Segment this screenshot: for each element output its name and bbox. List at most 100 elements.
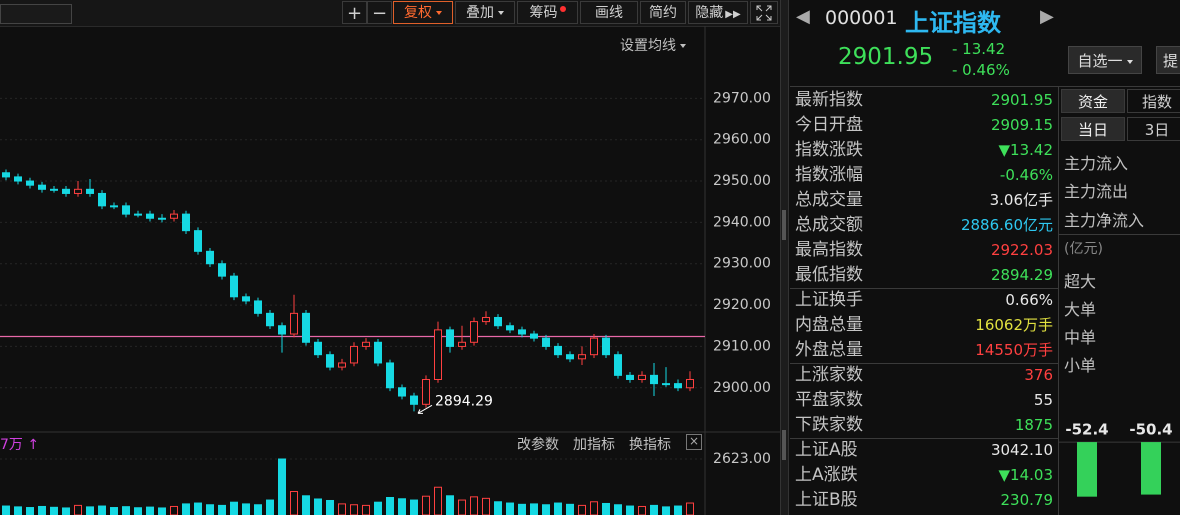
draw-button[interactable]: 画线 xyxy=(580,1,638,24)
stat-row: 总成交量 3.06亿手 xyxy=(795,188,1053,213)
candle-body xyxy=(590,337,598,356)
y-tick-label: 2900.00 xyxy=(713,380,771,396)
alert-button[interactable]: 提 xyxy=(1156,46,1180,74)
stat-value: 14550万手 xyxy=(975,341,1053,359)
close-indicator-button[interactable]: × xyxy=(686,434,702,450)
zoom-out-button[interactable]: − xyxy=(367,1,392,24)
stat-label: 上涨家数 xyxy=(795,365,863,385)
stat-label: 外盘总量 xyxy=(795,340,863,360)
ma-setting-label: 设置均线 xyxy=(620,38,676,54)
candle-body xyxy=(362,341,370,347)
volume-bar xyxy=(422,495,430,515)
volume-bar xyxy=(62,507,70,515)
zoom-in-button[interactable]: + xyxy=(342,1,367,24)
stat-label: 最高指数 xyxy=(795,240,863,260)
candle-body xyxy=(230,275,238,298)
volume-bar xyxy=(122,506,130,515)
hide-button[interactable]: 隐藏 ▶▶ xyxy=(688,1,748,24)
three-day-tab[interactable]: 3日 xyxy=(1127,117,1180,141)
stock-name: 上证指数 xyxy=(905,9,1001,37)
stat-label: 最新指数 xyxy=(795,90,863,110)
stat-row: 总成交额 2886.60亿元 xyxy=(795,213,1053,238)
stat-row: 今日开盘 2909.15 xyxy=(795,113,1053,138)
overlay-button[interactable]: 叠加 xyxy=(455,1,515,24)
candle-body xyxy=(494,316,502,327)
add-indicator-button[interactable]: 加指标 xyxy=(573,437,615,453)
candle-body xyxy=(398,387,406,397)
volume-bar xyxy=(194,502,202,515)
candle-body xyxy=(602,337,610,356)
candle-body xyxy=(266,312,274,327)
param-button[interactable]: 改参数 xyxy=(517,437,559,453)
ma-setting[interactable]: 设置均线 xyxy=(620,35,686,55)
fund-tab[interactable]: 资金 xyxy=(1061,89,1125,113)
candle-body xyxy=(122,205,130,215)
volume-bar xyxy=(410,499,418,515)
stat-value: ▼14.03 xyxy=(998,466,1053,484)
stat-row: 下跌家数 1875 xyxy=(795,413,1053,438)
candle-body xyxy=(38,184,46,190)
stat-row: 上A涨跌 ▼14.03 xyxy=(795,463,1053,488)
simple-button[interactable]: 简约 xyxy=(640,1,686,24)
candle-body xyxy=(170,213,178,219)
splitter-handle[interactable] xyxy=(782,210,786,240)
index-tab[interactable]: 指数 xyxy=(1127,89,1180,113)
candle-body xyxy=(686,378,694,389)
stat-value: 3.06亿手 xyxy=(989,191,1053,209)
volume-bar xyxy=(566,503,574,515)
restore-right-button[interactable]: 复权 xyxy=(393,1,453,24)
stat-value: -0.46% xyxy=(999,166,1053,184)
expand-icon xyxy=(756,5,772,21)
candle-body xyxy=(62,188,70,194)
stat-label: 上证A股 xyxy=(795,440,858,460)
candle-body xyxy=(506,325,514,331)
volume-bar xyxy=(242,503,250,515)
candle-body xyxy=(410,395,418,405)
stat-value: 2922.03 xyxy=(990,241,1053,259)
candle-body xyxy=(338,362,346,368)
stat-label: 下跌家数 xyxy=(795,415,863,435)
candle-body xyxy=(26,180,34,186)
volume-bar xyxy=(218,504,226,515)
volume-bar xyxy=(2,505,10,515)
prev-arrow[interactable]: ◀ xyxy=(796,6,810,27)
volume-bar xyxy=(446,495,454,515)
watchlist-button[interactable]: 自选一 xyxy=(1068,46,1142,74)
candle-body xyxy=(290,312,298,335)
volume-bar xyxy=(506,502,514,515)
stat-value: 3042.10 xyxy=(990,441,1053,459)
size-label: 超大 xyxy=(1064,272,1097,291)
stat-label: 今日开盘 xyxy=(795,115,863,135)
volume-bar xyxy=(86,506,94,515)
chips-button[interactable]: 筹码 xyxy=(517,1,578,24)
expand-button[interactable] xyxy=(750,1,778,24)
volume-bar xyxy=(134,507,142,515)
annotation: 2894.29 xyxy=(435,393,493,409)
change-indicator-button[interactable]: 换指标 xyxy=(629,437,671,453)
volume-bar xyxy=(638,505,646,515)
splitter-handle[interactable] xyxy=(782,430,786,460)
y-tick-label: 2940.00 xyxy=(713,214,771,230)
stat-value: 230.79 xyxy=(1000,491,1054,509)
row-divider xyxy=(790,438,1058,439)
candle-body xyxy=(386,362,394,389)
stat-row: 平盘家数 55 xyxy=(795,388,1053,413)
volume-bar xyxy=(74,504,82,515)
candle-body xyxy=(98,192,106,207)
kline-chart: 2970.00 2960.00 2950.00 2940.00 2930.00 2920.… xyxy=(0,26,780,515)
candle-body xyxy=(218,263,226,277)
size-label: 小单 xyxy=(1064,356,1097,375)
today-tab[interactable]: 当日 xyxy=(1061,117,1125,141)
volume-bar xyxy=(386,496,394,515)
header-divider xyxy=(790,86,1180,87)
volume-bar xyxy=(518,503,526,515)
button-label: 叠加 xyxy=(466,5,494,21)
next-arrow[interactable]: ▶ xyxy=(1040,6,1054,27)
volume-bar xyxy=(686,502,694,515)
stat-row: 上证A股 3042.10 xyxy=(795,438,1053,463)
candle-body xyxy=(146,213,154,219)
candle-body xyxy=(542,337,550,347)
candle-body xyxy=(650,374,658,385)
volume-bar xyxy=(542,504,550,515)
flow-label: -52.4 xyxy=(1065,421,1108,439)
